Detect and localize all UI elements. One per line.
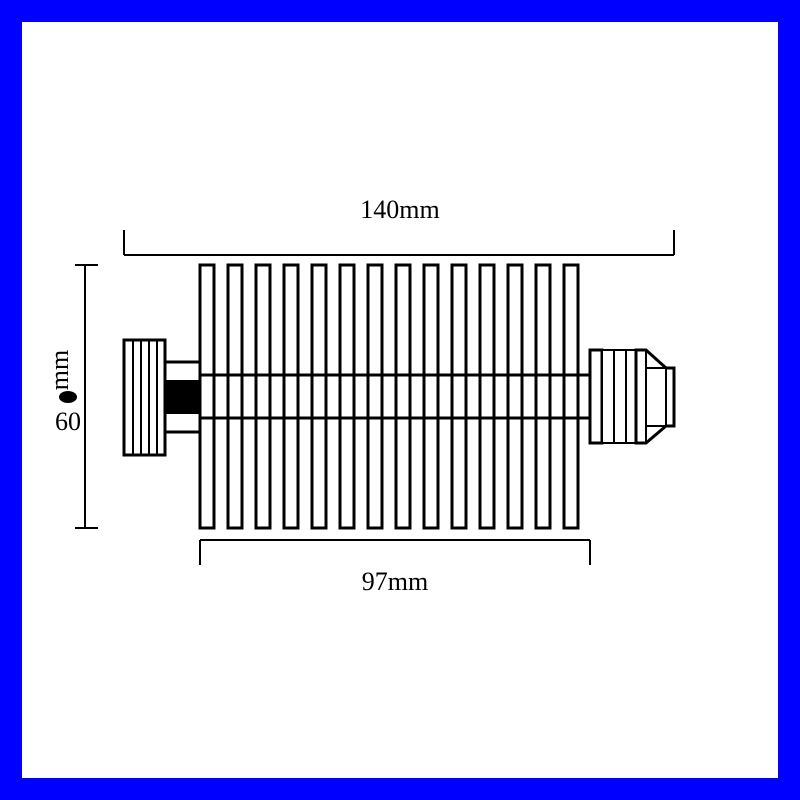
outer-frame (0, 0, 800, 800)
